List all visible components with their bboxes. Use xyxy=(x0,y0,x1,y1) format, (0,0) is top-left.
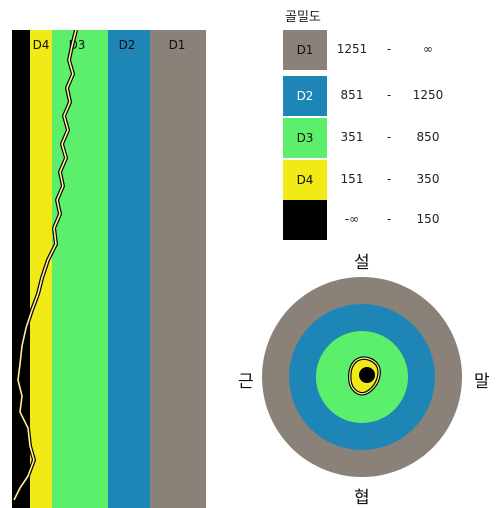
direction-label-bottom: 협 xyxy=(354,488,370,508)
legend-range-from: 1251 xyxy=(336,42,368,56)
strip-label-d1: D1 xyxy=(169,38,186,52)
direction-label-top: 설 xyxy=(354,253,370,273)
legend-zone-label: D4 xyxy=(296,173,314,187)
legend-range-to: ∞ xyxy=(423,42,433,56)
legend-range-from: -∞ xyxy=(344,212,360,226)
legend-range-to: 350 xyxy=(416,172,440,186)
legend-range-to: 1250 xyxy=(412,88,444,102)
legend-swatch-black xyxy=(283,200,327,240)
legend-swatch-d1: D1 xyxy=(283,30,327,70)
legend-range-from: 851 xyxy=(340,88,364,102)
density-strip: D4 D3 D2 D1 xyxy=(12,30,206,508)
legend-range-from: 151 xyxy=(340,172,364,186)
core-contour xyxy=(349,357,380,395)
strip-band-d3 xyxy=(52,30,108,508)
legend-zone-label: D1 xyxy=(296,43,314,57)
legend-range-separator: - xyxy=(386,212,392,226)
legend-row-d1: D1 1251 - ∞ xyxy=(283,30,493,70)
legend-swatch-d2: D2 xyxy=(283,76,327,116)
legend-zone-label: D2 xyxy=(296,89,314,103)
legend-row-black: -∞ - 150 xyxy=(283,200,493,240)
strip-label-d2: D2 xyxy=(119,38,136,52)
cross-section-diagram xyxy=(262,277,462,477)
legend-row-d2: D2 851 - 1250 xyxy=(283,76,493,116)
legend-range-from: 351 xyxy=(340,130,364,144)
legend-range-separator: - xyxy=(386,88,392,102)
boundary-contour xyxy=(13,30,77,501)
legend-row-d4: D4 151 - 350 xyxy=(283,160,493,200)
legend-range-to: 150 xyxy=(416,212,440,226)
direction-label-right: 말 xyxy=(474,372,490,392)
strip-band-d1 xyxy=(150,30,206,508)
legend-range-separator: - xyxy=(386,172,392,186)
legend-swatch-d3: D3 xyxy=(283,118,327,158)
legend-range-to: 850 xyxy=(416,130,440,144)
legend-range-separator: - xyxy=(386,42,392,56)
core-black xyxy=(359,367,375,383)
legend-swatch-d4: D4 xyxy=(283,160,327,200)
strip-band-black xyxy=(12,30,30,508)
legend-title: 골밀도 xyxy=(285,10,321,25)
strip-label-d4: D4 xyxy=(33,38,50,52)
direction-label-left: 근 xyxy=(238,372,254,392)
strip-band-d4 xyxy=(30,30,52,508)
legend-zone-label: D3 xyxy=(296,131,314,145)
legend-row-d3: D3 351 - 850 xyxy=(283,118,493,158)
strip-band-d2 xyxy=(108,30,150,508)
legend-range-separator: - xyxy=(386,130,392,144)
